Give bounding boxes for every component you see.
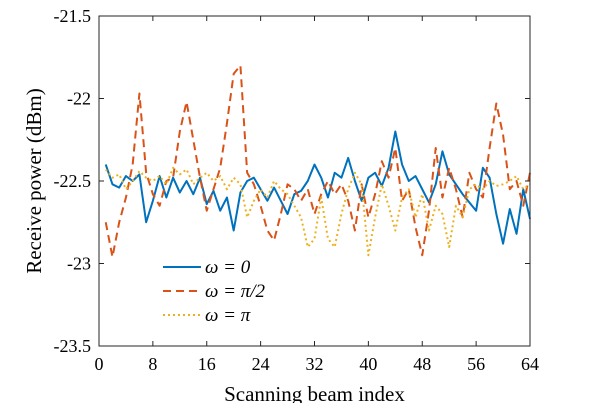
tick-layer: 0 8 16 24 32 40 48 56 64 -21.5 -22 -22.5 -23 -23.5 (54, 6, 540, 374)
series-line-1 (104, 130, 531, 245)
y-tick-label: -22 (67, 89, 91, 109)
legend-label: ω = π/2 (205, 281, 266, 302)
series-layer (104, 64, 531, 258)
x-tick-label: 24 (252, 354, 270, 374)
y-axis-label: Receive power (dBm) (22, 88, 46, 273)
series-line-2 (104, 64, 531, 258)
x-axis-label: Scanning beam index (224, 382, 405, 403)
x-tick-label: 64 (521, 354, 539, 374)
x-tick-label: 40 (359, 354, 377, 374)
x-tick-label: 16 (198, 354, 216, 374)
legend: ω = 0 ω = π/2 ω = π (163, 257, 266, 326)
y-tick-label: -22.5 (54, 171, 92, 191)
y-tick-label: -23 (67, 254, 91, 274)
y-tick-label: -23.5 (54, 336, 92, 356)
legend-label: ω = π (205, 305, 251, 326)
legend-label: ω = 0 (205, 257, 251, 278)
plot-frame (98, 15, 531, 347)
y-tick-label: -21.5 (54, 6, 92, 26)
x-tick-label: 56 (467, 354, 485, 374)
x-tick-label: 32 (306, 354, 324, 374)
x-tick-label: 8 (148, 354, 157, 374)
x-tick-label: 0 (95, 354, 104, 374)
series-line-3 (104, 166, 531, 257)
x-tick-label: 48 (413, 354, 431, 374)
